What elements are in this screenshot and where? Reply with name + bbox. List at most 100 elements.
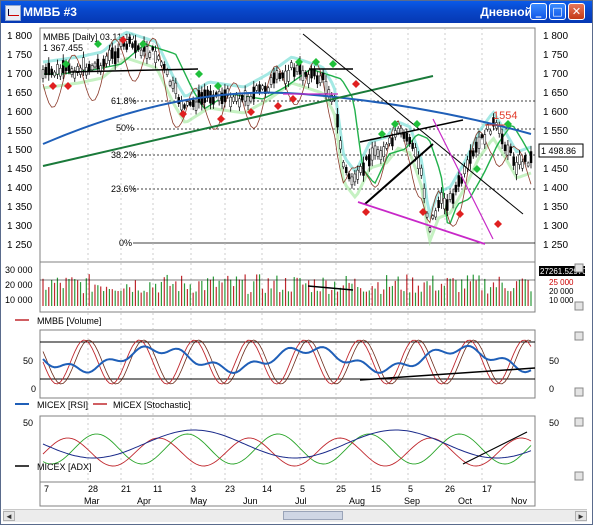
candle-body bbox=[105, 55, 108, 64]
close-button[interactable]: ✕ bbox=[568, 3, 585, 20]
candle-body bbox=[431, 215, 435, 219]
candle-body bbox=[264, 85, 267, 94]
sell-signal-diamond bbox=[119, 36, 127, 44]
price-tick-right: 1 400 bbox=[543, 183, 568, 194]
maximize-button[interactable]: □ bbox=[549, 3, 566, 20]
candle-body bbox=[454, 184, 458, 193]
candle-body bbox=[139, 49, 143, 56]
adx-plus-di bbox=[42, 433, 532, 465]
candle-body bbox=[281, 72, 284, 79]
candle-body bbox=[382, 146, 385, 157]
price-tick-right: 1 450 bbox=[543, 164, 568, 175]
candle-body bbox=[489, 130, 492, 135]
candle-body bbox=[134, 40, 137, 53]
x-day-tick: 11 bbox=[153, 484, 162, 494]
candle-body bbox=[463, 166, 466, 175]
candle-body bbox=[399, 127, 403, 135]
horizontal-scrollbar[interactable]: ◄ ► bbox=[3, 509, 587, 522]
scroll-right-arrow[interactable]: ► bbox=[575, 511, 587, 521]
stochastic-signal-line bbox=[42, 339, 532, 385]
candle-body bbox=[44, 67, 48, 75]
rsi-lines bbox=[42, 339, 536, 385]
price-tick-right: 1 800 bbox=[543, 31, 568, 42]
price-tick-left: 1 550 bbox=[7, 126, 32, 137]
candle-body bbox=[93, 62, 97, 68]
rsi-tick: 0 bbox=[31, 384, 36, 394]
x-day-tick: 21 bbox=[121, 484, 131, 494]
scroll-left-arrow[interactable]: ◄ bbox=[3, 511, 15, 521]
volume-y-axis: 30 000 20 000 10 000 27261.52970 25 000 … bbox=[5, 265, 587, 305]
adx-tick-right: 50 bbox=[549, 418, 559, 428]
scroll-thumb[interactable] bbox=[283, 511, 343, 520]
buy-signal-diamond bbox=[195, 70, 203, 78]
candle-body bbox=[451, 193, 455, 204]
last-price-box bbox=[538, 143, 584, 158]
panel-scroll-controls[interactable] bbox=[574, 263, 584, 481]
candle-body bbox=[284, 70, 287, 84]
candle-body bbox=[521, 161, 524, 169]
price-tick-right: 1 350 bbox=[543, 202, 568, 213]
volume-value-box bbox=[539, 266, 585, 276]
sell-signal-diamond bbox=[179, 110, 187, 118]
candle-body bbox=[191, 99, 195, 107]
x-month-label: Jul bbox=[295, 496, 307, 506]
envelope-line bbox=[42, 37, 532, 227]
candle-body bbox=[168, 81, 172, 86]
candle-body bbox=[443, 197, 446, 210]
buy-signal-diamond bbox=[473, 165, 481, 173]
price-tick-left: 1 450 bbox=[7, 164, 32, 175]
rsi-legend-text: MICEX [RSI] bbox=[37, 400, 88, 410]
volume-bars bbox=[40, 274, 535, 306]
candle-body bbox=[342, 162, 345, 168]
neckline bbox=[359, 119, 464, 143]
candle-body bbox=[269, 77, 273, 85]
candle-body bbox=[353, 173, 357, 183]
candle-body bbox=[290, 62, 293, 68]
candle-body bbox=[509, 146, 513, 154]
candle-body bbox=[437, 200, 440, 208]
adx-legend: MICEX [ADX] bbox=[15, 462, 92, 472]
period-label[interactable]: Дневной bbox=[480, 5, 532, 19]
minimize-button[interactable]: _ bbox=[530, 3, 547, 20]
fib-pink-line-2 bbox=[432, 118, 494, 240]
volume-tick: 10 000 bbox=[5, 295, 33, 305]
sell-signal-diamond bbox=[456, 210, 464, 218]
candle-body bbox=[87, 64, 91, 72]
candle-body bbox=[137, 45, 140, 51]
buy-signal-diamond bbox=[312, 58, 320, 66]
candle-body bbox=[529, 151, 533, 164]
candle-body bbox=[165, 69, 169, 76]
title-bar[interactable]: ММВБ #3 Дневной _ □ ✕ bbox=[1, 1, 592, 23]
candle-body bbox=[174, 82, 178, 94]
candle-body bbox=[339, 140, 342, 150]
chart-canvas[interactable]: 1 800 1 750 1 700 1 650 1 600 1 550 1 50… bbox=[3, 24, 587, 508]
chart-app-icon bbox=[5, 5, 21, 21]
candle-body bbox=[425, 212, 429, 218]
candle-body bbox=[368, 154, 371, 167]
price-tick-left: 1 800 bbox=[7, 31, 32, 42]
candle-body bbox=[157, 55, 160, 60]
price-tick-right: 1 250 bbox=[543, 240, 568, 251]
candle-body bbox=[344, 167, 348, 174]
price-tick-left: 1 400 bbox=[7, 183, 32, 194]
candle-body bbox=[379, 150, 383, 160]
candle-body bbox=[503, 144, 507, 152]
candle-body bbox=[266, 87, 270, 93]
chart-area[interactable]: 1 800 1 750 1 700 1 650 1 600 1 550 1 50… bbox=[3, 24, 587, 508]
rsi-trend-line bbox=[359, 367, 536, 381]
trend-line-green bbox=[42, 75, 434, 167]
candle-body bbox=[278, 73, 282, 79]
adx-y-axis: 50 50 bbox=[23, 418, 559, 428]
adx-scroll-up bbox=[574, 417, 584, 427]
candle-body bbox=[307, 74, 310, 84]
volume-scroll-down bbox=[574, 301, 584, 311]
x-day-tick: 14 bbox=[262, 484, 272, 494]
candle-body bbox=[61, 60, 65, 74]
sell-signal-diamond bbox=[217, 115, 225, 123]
sell-signal-diamond bbox=[49, 82, 57, 90]
x-day-tick: 7 bbox=[44, 484, 49, 494]
candle-body bbox=[116, 48, 120, 59]
x-day-tick: 26 bbox=[445, 484, 455, 494]
sell-signal-diamond bbox=[362, 208, 370, 216]
candle-body bbox=[154, 50, 157, 63]
